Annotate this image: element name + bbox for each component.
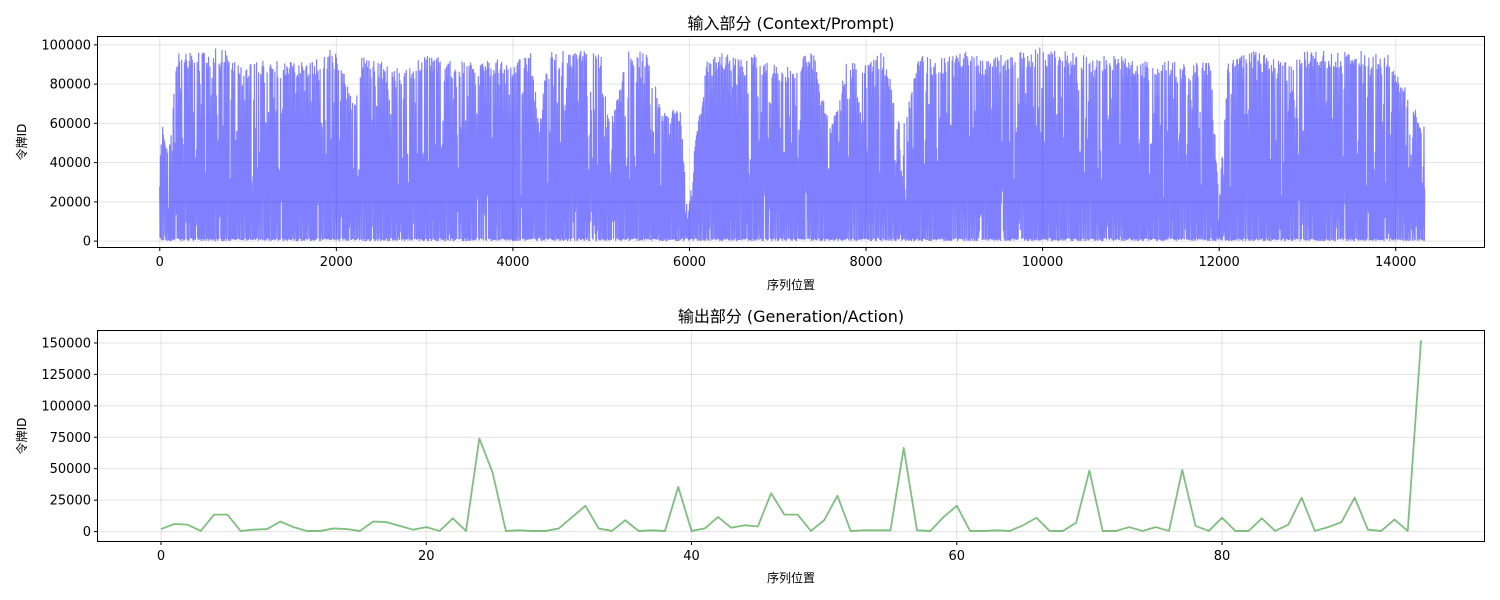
- chart-top-ytick-label: 60000: [50, 117, 91, 132]
- chart-top-series: [159, 47, 1426, 242]
- chart-bottom-series: [160, 340, 1422, 532]
- chart-top-ylabel: 令牌ID: [14, 124, 29, 161]
- chart-bottom-xtick-label: 60: [949, 549, 966, 564]
- chart-top-xtick-label: 2000: [320, 255, 353, 270]
- chart-bottom-ytick-label: 50000: [50, 462, 91, 477]
- chart-top-xtick-label: 14000: [1375, 255, 1416, 270]
- chart-top-xtick-label: 0: [156, 255, 164, 270]
- chart-bottom-ytick-label: 25000: [50, 494, 91, 509]
- chart-top-xlabel: 序列位置: [767, 277, 815, 292]
- chart-top-xtick-label: 10000: [1022, 255, 1063, 270]
- chart-bottom-x-ticks: 0 20 40 60 80: [157, 541, 1230, 564]
- chart-bottom: 输出部分 (Generation/Action) 0 20 40 60 80 0 2500…: [14, 307, 1485, 585]
- chart-top-series-line: [159, 47, 1426, 242]
- chart-top: 输入部分 (Context/Prompt) 0 2000 4000 6000 8000 1…: [14, 14, 1485, 292]
- chart-bottom-ytick-label: 75000: [50, 431, 91, 446]
- chart-top-xtick-label: 8000: [849, 255, 882, 270]
- chart-top-ytick-label: 20000: [50, 195, 91, 210]
- chart-top-xtick-label: 12000: [1198, 255, 1239, 270]
- chart-bottom-xtick-label: 40: [683, 549, 700, 564]
- chart-bottom-y-ticks: 0 25000 50000 75000 100000 125000 150000: [41, 336, 98, 540]
- chart-bottom-xtick-label: 0: [157, 549, 165, 564]
- chart-top-ytick-label: 40000: [50, 156, 91, 171]
- chart-bottom-xtick-label: 80: [1214, 549, 1231, 564]
- chart-top-xtick-label: 6000: [673, 255, 706, 270]
- chart-top-x-ticks: 0 2000 4000 6000 8000 10000 12000 14000: [156, 247, 1416, 270]
- chart-bottom-ytick-label: 150000: [41, 336, 91, 351]
- chart-top-ytick-label: 100000: [41, 38, 91, 53]
- chart-top-ytick-label: 80000: [50, 78, 91, 93]
- chart-bottom-ytick-label: 100000: [41, 399, 91, 414]
- chart-bottom-ytick-label: 0: [83, 525, 91, 540]
- chart-top-xtick-label: 4000: [496, 255, 529, 270]
- chart-bottom-ylabel: 令牌ID: [14, 418, 29, 455]
- chart-top-title: 输入部分 (Context/Prompt): [687, 14, 894, 33]
- chart-bottom-ytick-label: 125000: [41, 368, 91, 383]
- chart-top-frame: [97, 36, 1485, 248]
- chart-bottom-xtick-label: 20: [418, 549, 435, 564]
- chart-top-y-ticks: 0 20000 40000 60000 80000 100000: [41, 38, 98, 250]
- chart-bottom-grid: [98, 331, 1484, 541]
- chart-bottom-frame: [97, 330, 1485, 542]
- chart-bottom-xlabel: 序列位置: [767, 570, 815, 585]
- chart-bottom-series-line: [160, 340, 1422, 532]
- chart-top-ytick-label: 0: [83, 235, 91, 250]
- chart-bottom-title: 输出部分 (Generation/Action): [678, 307, 904, 326]
